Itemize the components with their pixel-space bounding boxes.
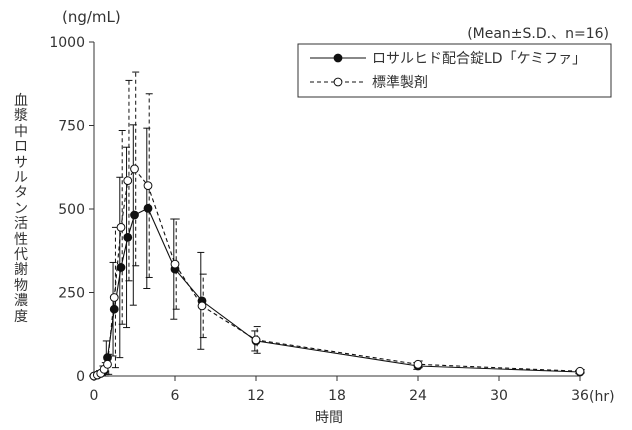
data-point <box>130 164 139 174</box>
data-point <box>413 359 423 369</box>
legend-box <box>297 43 612 98</box>
data-point <box>170 259 180 269</box>
y-axis-label: 血漿中ロサルタン活性代謝物濃度 <box>12 93 30 325</box>
y-axis-label-char: 中 <box>14 123 28 140</box>
y-tick-label: 250 <box>58 286 85 302</box>
legend: ロサルヒド配合錠LD「ケミファ」標準製剤 <box>297 43 612 98</box>
y-axis-label-char: 度 <box>14 308 28 325</box>
data-point <box>116 263 126 272</box>
data-point <box>130 210 139 220</box>
legend-marker <box>333 53 343 63</box>
x-tick-label: 6 <box>171 388 180 404</box>
y-axis-label-char: ン <box>14 200 28 217</box>
data-point <box>197 301 207 311</box>
x-tick-label: 30 <box>490 388 508 404</box>
data-point <box>103 359 112 369</box>
series-line <box>93 207 581 377</box>
x-tick-label: 12 <box>247 388 265 404</box>
data-point <box>251 335 261 345</box>
y-axis-label-char: ロ <box>14 139 28 156</box>
series-line <box>93 167 581 377</box>
y-axis-label-char: タ <box>14 185 28 202</box>
y-unit-label: (ng/mL) <box>62 8 121 26</box>
y-axis-label-char: サ <box>14 154 28 171</box>
y-axis-label-char: 物 <box>14 277 28 294</box>
x-tick-label: 0 <box>90 388 99 404</box>
series-1 <box>89 124 585 381</box>
x-unit-label: (hr) <box>589 389 615 405</box>
y-axis-label-char: 代 <box>14 247 28 264</box>
x-tick-label: 24 <box>409 388 427 404</box>
legend-marker <box>333 77 343 87</box>
series-2 <box>89 71 585 381</box>
data-point <box>143 203 153 213</box>
x-tick-label: 18 <box>328 388 346 404</box>
y-axis-label-char: 血 <box>14 93 28 109</box>
x-axis-label: 時間 <box>315 410 343 426</box>
data-point <box>116 222 126 232</box>
y-tick-label: 750 <box>58 119 85 135</box>
y-axis-label-char: 漿 <box>14 108 28 125</box>
axes: 0 250 500 750 1000 0 6 12 18 24 30 36 <box>49 35 589 404</box>
data-point <box>123 176 133 186</box>
legend-label: 標準製剤 <box>372 75 428 91</box>
y-axis-label-char: ル <box>14 170 28 187</box>
data-point <box>109 293 119 302</box>
data-point <box>143 181 153 191</box>
y-axis-label-char: 性 <box>14 231 28 248</box>
data-point <box>123 232 133 242</box>
x-tick-label: 36 <box>571 388 589 404</box>
data-point <box>575 366 585 376</box>
legend-label: ロサルヒド配合錠LD「ケミファ」 <box>372 51 586 67</box>
stats-annotation: (Mean±S.D.、n=16) <box>467 26 609 42</box>
y-axis-label-char: 濃 <box>14 293 28 310</box>
y-tick-label: 1000 <box>49 35 85 51</box>
y-tick-label: 500 <box>58 202 85 218</box>
data-point <box>109 304 119 314</box>
series-layer <box>89 71 585 381</box>
y-tick-label: 0 <box>76 369 85 385</box>
y-axis-label-char: 活 <box>14 216 28 233</box>
y-axis-label-char: 謝 <box>14 262 28 279</box>
